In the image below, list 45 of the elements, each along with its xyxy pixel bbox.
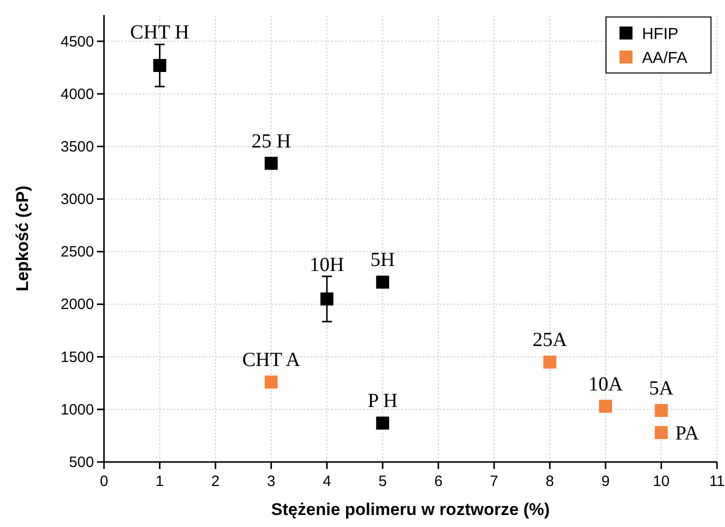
y-tick-label: 2500 bbox=[60, 244, 94, 261]
point bbox=[543, 356, 556, 369]
point bbox=[654, 404, 668, 417]
x-tick-label: 6 bbox=[434, 473, 443, 490]
x-tick-label: 10 bbox=[652, 473, 670, 490]
point bbox=[376, 276, 390, 289]
y-tick-label: 4000 bbox=[60, 86, 94, 103]
annotation: CHT H bbox=[130, 21, 190, 44]
point bbox=[654, 426, 668, 440]
annotation: 10A bbox=[588, 373, 624, 396]
legend-label: AA/FA bbox=[642, 50, 688, 67]
x-tick-label: 1 bbox=[156, 473, 164, 490]
legend-label: HFIP bbox=[642, 26, 678, 43]
point bbox=[320, 292, 334, 306]
y-axis-title: Lepkość (cP) bbox=[13, 186, 32, 292]
x-tick-label: 11 bbox=[709, 473, 725, 490]
x-axis-title: Stężenie polimeru w roztworze (%) bbox=[271, 500, 550, 519]
annotation: P H bbox=[368, 390, 398, 412]
annotation: PA bbox=[675, 422, 700, 445]
point bbox=[153, 58, 166, 72]
x-tick-label: 4 bbox=[322, 473, 332, 490]
x-tick-label: 5 bbox=[378, 473, 387, 490]
y-tick-label: 1000 bbox=[60, 401, 94, 418]
y-tick-label: 1500 bbox=[60, 348, 94, 366]
point bbox=[264, 376, 278, 389]
x-tick-label: 2 bbox=[211, 473, 220, 490]
annotation: 5H bbox=[370, 249, 395, 272]
annotation: CHT A bbox=[242, 349, 301, 372]
annotation: 5A bbox=[649, 377, 674, 400]
y-tick-label: 500 bbox=[68, 454, 94, 471]
point bbox=[599, 400, 612, 413]
x-tick-label: 0 bbox=[100, 473, 108, 490]
y-tick-label: 2000 bbox=[60, 296, 94, 314]
point bbox=[376, 416, 390, 430]
y-tick-label: 3000 bbox=[60, 191, 94, 208]
y-tick-label: 4500 bbox=[60, 33, 94, 50]
x-tick-label: 7 bbox=[490, 473, 498, 490]
annotation: 25A bbox=[532, 329, 568, 352]
annotation: 25 H bbox=[251, 130, 291, 152]
x-tick-label: 3 bbox=[267, 473, 276, 490]
x-tick-label: 9 bbox=[601, 473, 610, 490]
point bbox=[264, 156, 278, 170]
y-tick-label: 3500 bbox=[60, 138, 94, 156]
annotation: 10H bbox=[310, 254, 344, 276]
x-tick-label: 8 bbox=[546, 473, 554, 490]
